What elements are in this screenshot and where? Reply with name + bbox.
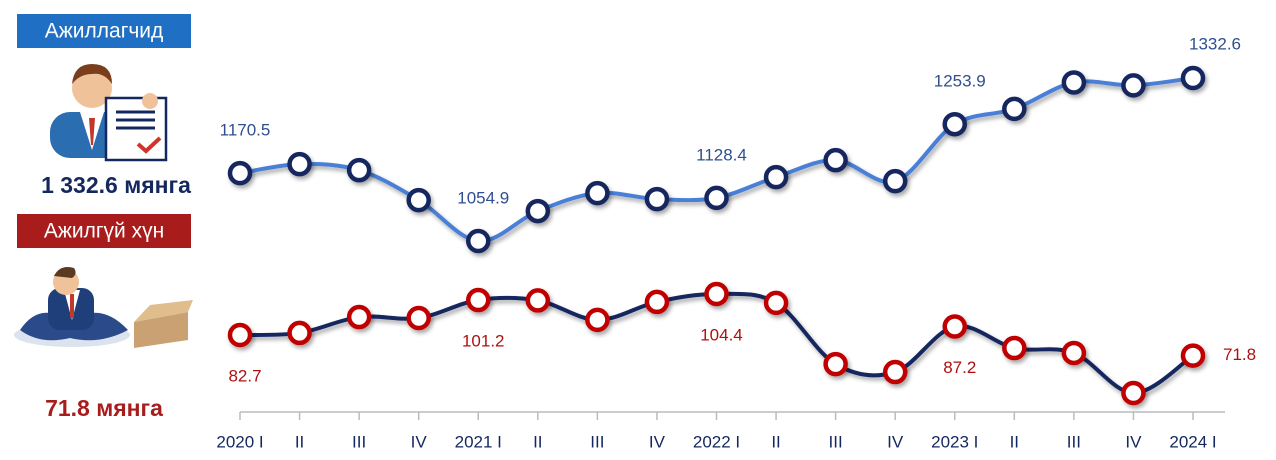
value-label: 1170.5 (220, 121, 271, 140)
point (1180, 343, 1206, 368)
value-label: 104.4 (700, 325, 743, 344)
worker-icon (50, 64, 168, 162)
unemployed-icon (14, 267, 193, 348)
series-name-box (17, 214, 191, 248)
value-label: 82.7 (228, 366, 261, 385)
point (823, 147, 848, 173)
value-label: 1054.9 (457, 188, 509, 207)
value-label: 1128.4 (696, 145, 747, 164)
point (1002, 96, 1027, 122)
point (882, 168, 908, 194)
value-label: 71.8 (1223, 345, 1256, 364)
point (644, 289, 670, 315)
x-tick-label: II (1010, 432, 1019, 451)
x-tick-label: III (352, 432, 366, 451)
point (1121, 380, 1146, 406)
point (406, 305, 431, 331)
point (704, 281, 729, 307)
x-tick-label: 2020 I (216, 432, 263, 451)
point (1002, 335, 1027, 361)
point (346, 157, 372, 183)
x-tick-label: 2021 I (455, 432, 502, 451)
point (942, 111, 967, 137)
point (763, 290, 789, 316)
x-tick-label: II (771, 432, 780, 451)
x-tick-label: II (533, 432, 542, 451)
x-tick-label: 2022 I (693, 432, 740, 451)
value-label: 101.2 (462, 332, 505, 351)
point (585, 180, 610, 206)
employed-panel: Ажиллагчид 1 332.6 мянга (17, 14, 191, 198)
point (466, 228, 491, 254)
x-tick-label: 2024 I (1169, 432, 1216, 451)
point (585, 307, 610, 333)
point (227, 160, 253, 186)
x-tick-label: III (590, 432, 604, 451)
x-tick-label: III (1067, 432, 1081, 451)
unemployed-panel: Ажилгүй хүн 71.8 мянга (14, 214, 193, 421)
point (287, 320, 312, 346)
point (1061, 70, 1087, 95)
point (525, 288, 551, 313)
point (1121, 73, 1146, 98)
point (287, 151, 312, 177)
x-tick-label: IV (649, 432, 666, 451)
point (942, 314, 967, 339)
point (466, 287, 491, 313)
series-name: Ажилгүй хүн (44, 220, 164, 243)
series-name-box (17, 14, 191, 48)
x-tick-label: III (829, 432, 843, 451)
point (227, 322, 253, 348)
point (1180, 65, 1206, 91)
value-label: 1332.6 (1189, 34, 1241, 53)
x-tick-label: 2023 I (931, 432, 978, 451)
series-name: Ажиллагчид (45, 20, 164, 43)
x-tick-label: IV (887, 432, 904, 451)
x-tick-label: IV (411, 432, 428, 451)
point (882, 359, 908, 385)
x-tick-label: II (295, 432, 304, 451)
point (704, 185, 729, 211)
series-total: 1 332.6 мянга (41, 172, 191, 198)
point (644, 186, 670, 212)
point (1061, 340, 1087, 366)
point (823, 351, 848, 377)
x-tick-label: IV (1125, 432, 1142, 451)
value-label: 1253.9 (934, 72, 986, 91)
point (406, 187, 431, 213)
point (346, 304, 372, 330)
point (525, 198, 551, 224)
value-label: 87.2 (943, 358, 976, 377)
point (763, 164, 789, 190)
series-total: 71.8 мянга (45, 395, 163, 421)
